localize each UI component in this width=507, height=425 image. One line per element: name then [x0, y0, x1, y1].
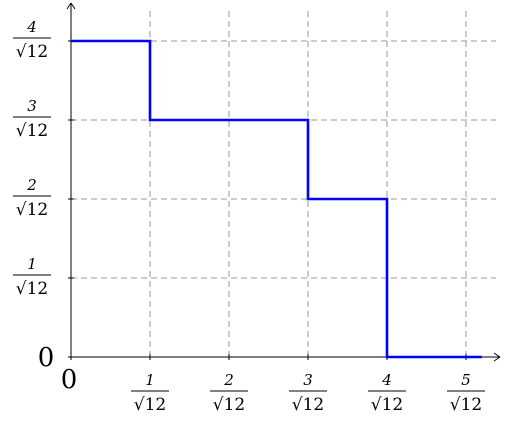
- x-tick-label-5-numerator: 5: [461, 371, 471, 389]
- y-tick-label-2-denominator: √12: [16, 200, 48, 220]
- x-tick-label-5-denominator: √12: [450, 395, 482, 415]
- axes: [66, 2, 501, 362]
- series-line-0: [71, 39, 482, 359]
- y-tick-label-4-numerator: 4: [26, 18, 37, 36]
- x-tick-label-2-denominator: √12: [213, 395, 245, 415]
- x-tick-label-4: 4√12: [368, 371, 406, 415]
- x-tick-label-4-denominator: √12: [371, 395, 403, 415]
- y-axis-arrow: [66, 2, 76, 10]
- x-tick-label-1-denominator: √12: [134, 395, 166, 415]
- x-tick-label-3-numerator: 3: [303, 371, 313, 389]
- y-tick-label-2-numerator: 2: [26, 176, 37, 194]
- y-tick-label-4: 4√12: [13, 18, 51, 62]
- series: [71, 39, 482, 359]
- x-tick-label-4-numerator: 4: [381, 371, 392, 389]
- y-tick-label-4-denominator: √12: [16, 42, 48, 62]
- x-tick-label-0: 0: [61, 365, 78, 395]
- x-tick-label-1: 1√12: [131, 371, 169, 415]
- y-tick-label-3-numerator: 3: [27, 97, 37, 115]
- y-tick-label-1-numerator: 1: [27, 255, 37, 273]
- x-axis-arrow: [493, 352, 501, 362]
- x-tick-label-3-denominator: √12: [292, 395, 324, 415]
- x-tick-label-2-numerator: 2: [223, 371, 234, 389]
- x-tick-label-3: 3√12: [289, 371, 327, 415]
- y-tick-label-2: 2√12: [13, 176, 51, 220]
- grid: [71, 10, 496, 357]
- y-tick-label-1-denominator: √12: [16, 279, 48, 299]
- x-tick-label-2: 2√12: [210, 371, 248, 415]
- x-tick-label-5: 5√12: [447, 371, 485, 415]
- y-tick-label-0: 0: [38, 343, 55, 373]
- y-tick-label-1: 1√12: [13, 255, 51, 299]
- x-tick-label-1-numerator: 1: [145, 371, 155, 389]
- y-tick-label-3-denominator: √12: [16, 121, 48, 141]
- y-tick-label-3: 3√12: [13, 97, 51, 141]
